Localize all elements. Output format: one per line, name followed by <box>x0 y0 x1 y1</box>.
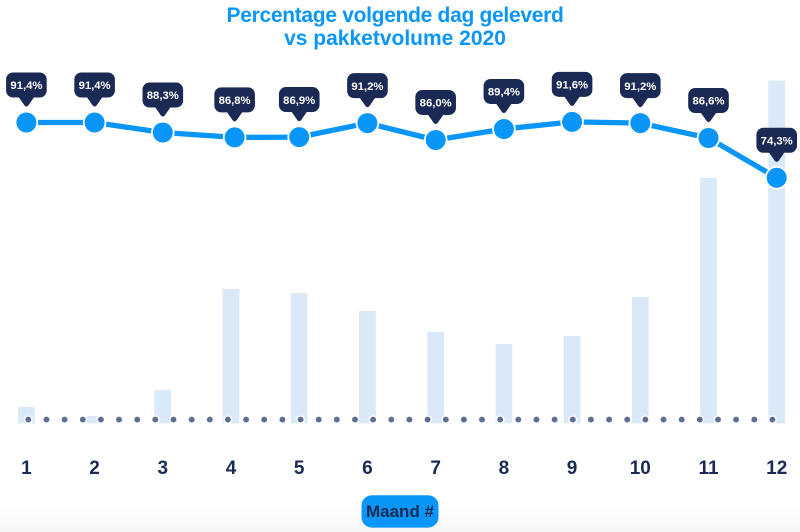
svg-text:86,6%: 86,6% <box>692 96 724 108</box>
svg-text:91,6%: 91,6% <box>556 80 588 92</box>
svg-text:5: 5 <box>294 458 305 479</box>
svg-text:Maand #: Maand # <box>366 502 435 521</box>
svg-text:7: 7 <box>430 458 441 479</box>
svg-text:74,3%: 74,3% <box>761 136 793 148</box>
svg-text:3: 3 <box>158 458 169 479</box>
svg-text:91,4%: 91,4% <box>79 80 111 92</box>
svg-text:9: 9 <box>567 458 578 479</box>
svg-text:6: 6 <box>362 458 373 479</box>
svg-text:89,4%: 89,4% <box>488 87 520 99</box>
svg-text:91,2%: 91,2% <box>624 81 656 93</box>
svg-text:vs pakketvolume 2020: vs pakketvolume 2020 <box>284 27 506 50</box>
svg-text:91,4%: 91,4% <box>10 80 42 92</box>
svg-text:Percentage volgende dag geleve: Percentage volgende dag geleverd <box>226 4 563 27</box>
svg-text:86,0%: 86,0% <box>420 98 452 110</box>
svg-text:2: 2 <box>89 458 100 479</box>
svg-text:11: 11 <box>698 458 719 479</box>
svg-text:1: 1 <box>21 458 32 479</box>
svg-text:86,9%: 86,9% <box>283 95 315 107</box>
svg-text:8: 8 <box>499 458 510 479</box>
svg-text:86,8%: 86,8% <box>219 95 251 107</box>
svg-text:12: 12 <box>766 458 787 479</box>
svg-text:88,3%: 88,3% <box>147 90 179 102</box>
svg-text:10: 10 <box>630 458 651 479</box>
svg-text:4: 4 <box>226 458 237 479</box>
svg-text:91,2%: 91,2% <box>351 81 383 93</box>
